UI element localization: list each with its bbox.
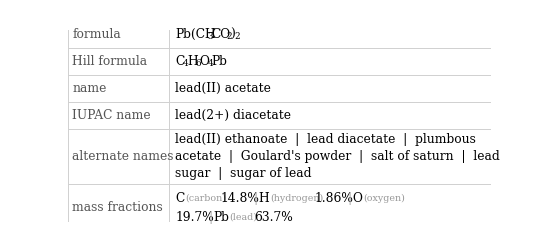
Text: alternate names: alternate names bbox=[73, 150, 174, 163]
Text: (carbon): (carbon) bbox=[186, 194, 227, 203]
Text: 19.7%: 19.7% bbox=[175, 211, 214, 224]
Bar bbox=[68, 184, 491, 231]
Text: (lead): (lead) bbox=[229, 213, 257, 222]
Bar bbox=[68, 21, 491, 48]
Text: |: | bbox=[347, 192, 351, 205]
Bar bbox=[68, 75, 491, 102]
Text: 2: 2 bbox=[234, 32, 240, 41]
Text: O: O bbox=[353, 192, 363, 205]
Text: 4: 4 bbox=[207, 59, 213, 68]
Text: |: | bbox=[253, 192, 257, 205]
Text: C: C bbox=[175, 192, 185, 205]
Text: C: C bbox=[175, 55, 185, 68]
Text: 1.86%: 1.86% bbox=[314, 192, 353, 205]
Text: (oxygen): (oxygen) bbox=[364, 193, 405, 203]
Bar bbox=[68, 48, 491, 75]
Text: H: H bbox=[187, 55, 198, 68]
Text: 2: 2 bbox=[226, 32, 232, 41]
Text: lead(2+) diacetate: lead(2+) diacetate bbox=[175, 109, 292, 122]
Text: 6: 6 bbox=[195, 59, 201, 68]
Bar bbox=[68, 102, 491, 129]
Text: Hill formula: Hill formula bbox=[73, 55, 147, 68]
Text: H: H bbox=[259, 192, 270, 205]
Text: formula: formula bbox=[73, 28, 121, 41]
Text: ): ) bbox=[230, 28, 235, 41]
Text: name: name bbox=[73, 82, 107, 95]
Text: 14.8%: 14.8% bbox=[220, 192, 259, 205]
Text: 63.7%: 63.7% bbox=[254, 211, 293, 224]
Bar bbox=[68, 129, 491, 184]
Text: Pb(CH: Pb(CH bbox=[175, 28, 216, 41]
Text: Pb: Pb bbox=[212, 55, 228, 68]
Text: (hydrogen): (hydrogen) bbox=[270, 193, 323, 203]
Text: IUPAC name: IUPAC name bbox=[73, 109, 151, 122]
Text: CO: CO bbox=[211, 28, 230, 41]
Text: O: O bbox=[200, 55, 210, 68]
Text: lead(II) acetate: lead(II) acetate bbox=[175, 82, 271, 95]
Text: Pb: Pb bbox=[213, 211, 229, 224]
Text: |: | bbox=[208, 211, 212, 224]
Text: 3: 3 bbox=[207, 32, 212, 41]
Text: 4: 4 bbox=[182, 59, 188, 68]
Text: mass fractions: mass fractions bbox=[73, 201, 163, 214]
Text: lead(II) ethanoate  |  lead diacetate  |  plumbous
acetate  |  Goulard's powder : lead(II) ethanoate | lead diacetate | pl… bbox=[175, 133, 500, 180]
